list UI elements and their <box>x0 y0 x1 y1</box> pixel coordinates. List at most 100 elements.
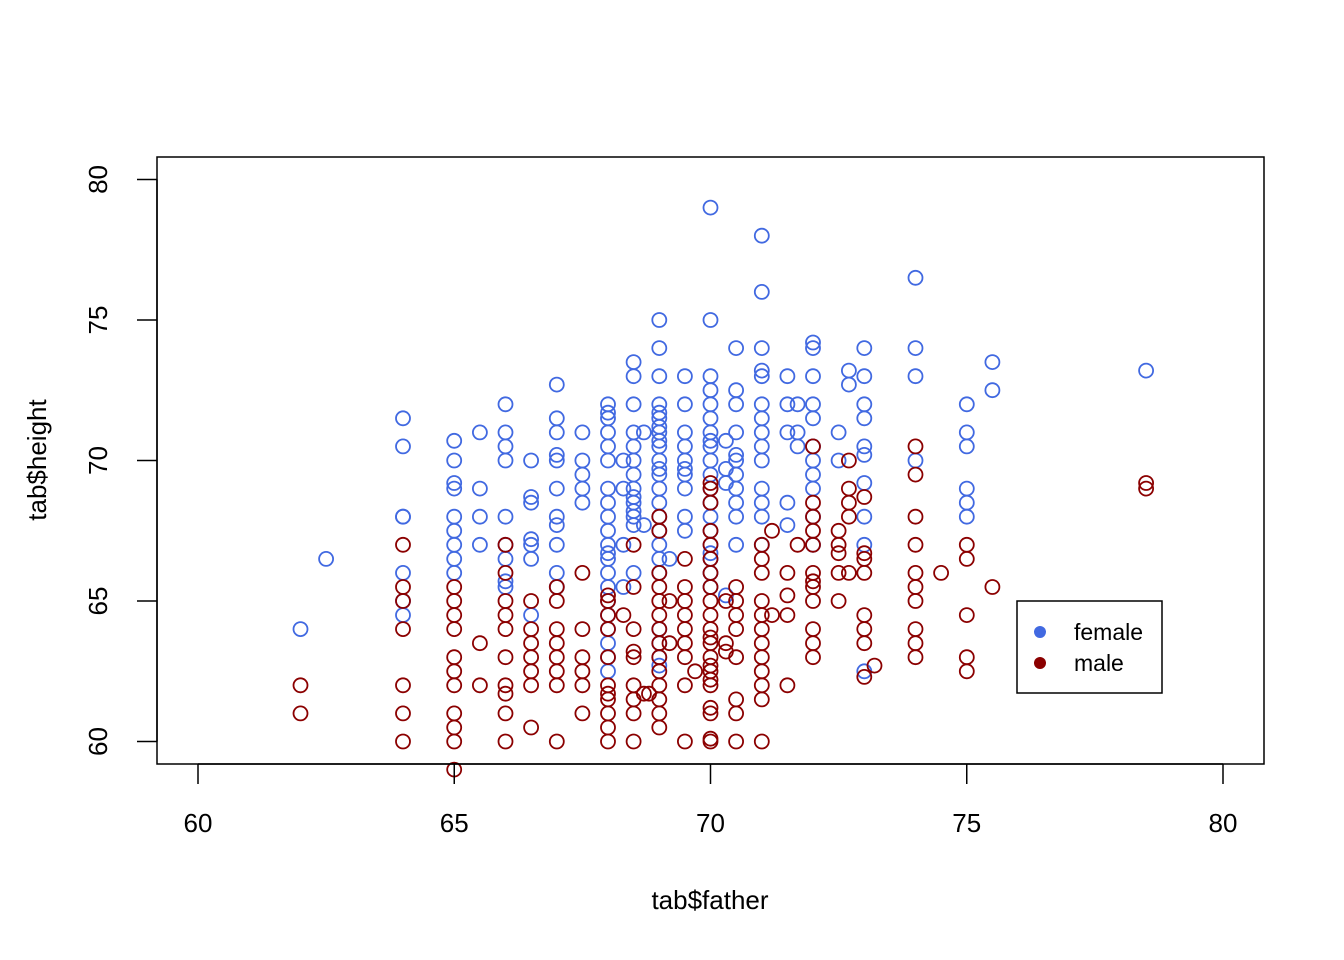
data-point-female <box>753 424 770 441</box>
data-point-male <box>841 494 857 511</box>
data-point-male <box>446 649 463 666</box>
data-point-male <box>677 649 693 666</box>
data-point-female <box>728 424 744 441</box>
data-point-male <box>907 536 924 553</box>
data-point-male <box>958 536 975 553</box>
data-point-female <box>841 362 857 379</box>
data-point-female <box>728 382 744 399</box>
data-point-female <box>548 517 565 533</box>
data-point-male <box>574 705 591 722</box>
data-point-male <box>702 522 719 539</box>
data-point-male <box>677 635 693 652</box>
data-point-female <box>446 522 463 539</box>
data-point-male <box>446 705 463 722</box>
data-point-female <box>636 424 652 441</box>
data-point-male <box>651 579 668 595</box>
data-point-male <box>907 593 924 609</box>
data-point-female <box>497 551 514 567</box>
y-tick-label: 70 <box>83 446 113 475</box>
data-point-male <box>446 677 463 694</box>
data-point-female <box>907 368 924 385</box>
x-axis: 60 65 70 75 80 <box>184 763 1238 838</box>
data-point-female <box>548 536 565 553</box>
data-point-male <box>687 663 703 680</box>
data-point-male <box>907 508 924 525</box>
data-point-male <box>702 579 719 595</box>
x-tick-label: 80 <box>1209 808 1238 838</box>
data-point-female <box>471 424 488 441</box>
data-point-male <box>753 733 770 750</box>
data-point-male <box>856 565 873 581</box>
data-point-female <box>651 312 668 328</box>
data-point-female <box>625 396 642 413</box>
data-point-male <box>651 508 668 525</box>
data-point-female <box>548 565 565 581</box>
data-point-female <box>600 404 616 421</box>
data-point-male <box>636 685 652 702</box>
data-point-male <box>574 663 591 680</box>
data-point-female <box>615 452 632 469</box>
data-point-male <box>523 649 539 666</box>
data-point-male <box>625 621 642 637</box>
data-point-female <box>805 368 821 385</box>
data-point-male <box>764 522 780 539</box>
data-point-male <box>523 593 539 609</box>
data-point-male <box>958 649 975 666</box>
data-point-male <box>805 508 821 525</box>
data-point-male <box>600 649 616 666</box>
data-point-female <box>625 466 642 483</box>
data-point-male <box>764 607 780 623</box>
data-point-female <box>395 410 411 427</box>
data-point-male <box>753 691 770 708</box>
data-point-male <box>856 669 873 685</box>
data-point-female <box>856 536 873 553</box>
data-point-female <box>625 368 642 385</box>
data-point-female <box>958 396 975 413</box>
data-point-female <box>702 508 719 525</box>
data-point-male <box>907 466 924 483</box>
data-point-female <box>907 452 924 469</box>
data-point-female <box>600 663 616 680</box>
data-point-female <box>728 340 744 357</box>
data-point-male <box>856 489 873 505</box>
data-point-male <box>856 621 873 637</box>
data-point-male <box>548 649 565 666</box>
data-point-male <box>728 705 744 722</box>
data-point-male <box>497 685 514 702</box>
data-point-female <box>600 480 616 497</box>
data-point-female <box>958 438 975 455</box>
data-point-female <box>395 508 411 525</box>
data-point-female <box>497 438 514 455</box>
data-point-female <box>677 508 693 525</box>
data-point-male <box>446 663 463 680</box>
data-point-female <box>702 452 719 469</box>
data-point-female <box>702 312 719 328</box>
data-point-male <box>523 677 539 694</box>
data-point-male <box>805 649 821 666</box>
data-point-female <box>600 396 616 413</box>
data-point-male <box>651 607 668 623</box>
data-point-male <box>625 733 642 750</box>
data-point-male <box>830 593 847 609</box>
data-point-male <box>548 621 565 637</box>
data-point-male <box>651 705 668 722</box>
data-point-female <box>446 452 463 469</box>
data-point-female <box>497 396 514 413</box>
data-point-female <box>677 438 693 455</box>
data-point-male <box>600 621 616 637</box>
data-point-male <box>753 565 770 581</box>
x-axis-title: tab$father <box>651 885 768 915</box>
data-point-male <box>677 551 693 567</box>
data-point-male <box>600 685 616 702</box>
data-point-male <box>702 607 719 623</box>
data-point-male <box>933 565 949 581</box>
data-point-male <box>395 733 411 750</box>
data-point-female <box>856 340 873 357</box>
data-point-female <box>677 522 693 539</box>
data-point-female <box>702 382 719 399</box>
data-point-female <box>600 536 616 553</box>
data-point-male <box>446 621 463 637</box>
data-point-female <box>574 424 591 441</box>
data-point-male <box>805 494 821 511</box>
data-point-female <box>856 475 873 491</box>
